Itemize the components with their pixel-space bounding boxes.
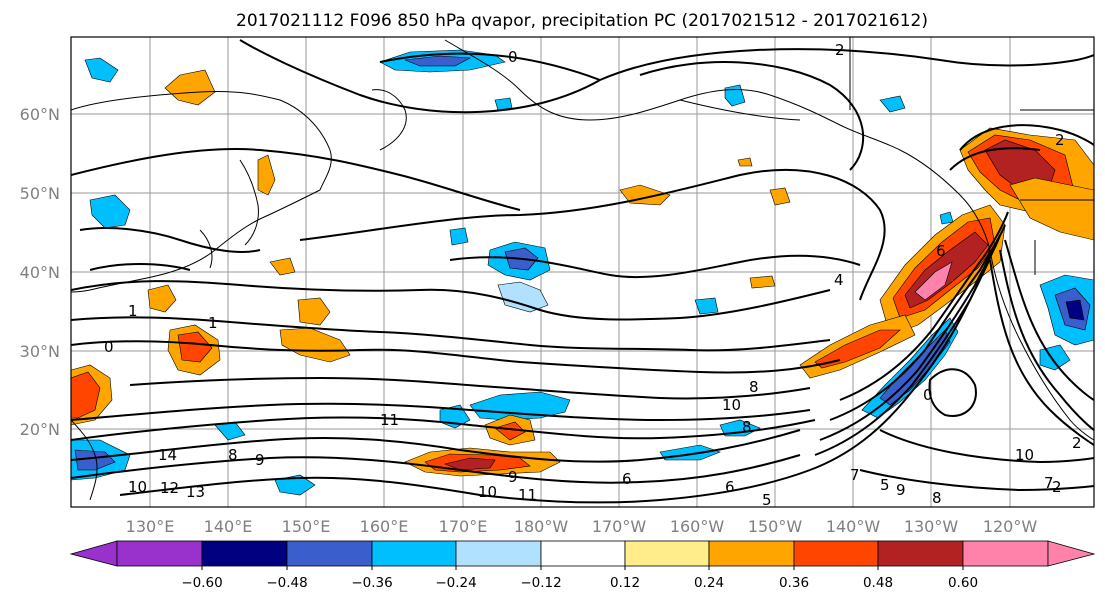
colorbar-tick-label: 0.60 <box>948 575 978 591</box>
contour-label: 11 <box>380 411 399 429</box>
coastlines <box>71 37 1094 501</box>
qvapor-contours <box>71 39 1094 504</box>
colorbar-segment <box>624 540 710 567</box>
colorbar-segment <box>962 540 1049 567</box>
colorbar-ticks <box>201 566 964 570</box>
contour-label: 8 <box>742 418 752 436</box>
contour-label: 5 <box>762 491 772 509</box>
contour-label: 8 <box>228 446 238 464</box>
lon-label: 170°W <box>592 517 647 536</box>
contour-label: 8 <box>749 378 759 396</box>
lon-label: 150°W <box>748 517 803 536</box>
contour-label: 2 <box>1072 434 1082 452</box>
colorbar-tick-label: −0.12 <box>520 575 561 591</box>
contour-label: 6 <box>622 470 632 488</box>
lat-label: 60°N <box>20 105 60 124</box>
contour-label: 10 <box>128 478 147 496</box>
lat-label: 40°N <box>20 263 60 282</box>
colorbar-tick-label: 0.48 <box>863 575 893 591</box>
map-frame <box>70 36 1095 508</box>
colorbar-segment <box>455 540 542 567</box>
contour-label: 10 <box>1015 446 1034 464</box>
contour-label: 13 <box>186 483 205 501</box>
colorbar-segment <box>116 540 203 567</box>
colorbar-segment <box>877 540 964 567</box>
contour-label: 4 <box>834 271 844 289</box>
lon-label: 150°E <box>282 517 331 536</box>
contour-label: 10 <box>722 396 741 414</box>
contour-label: 7 <box>1044 474 1054 492</box>
colorbar-segment <box>286 540 373 567</box>
lon-label: 180°W <box>514 517 569 536</box>
colorbar-segment <box>540 540 626 567</box>
colorbar-segment <box>201 540 288 567</box>
colorbar-tick-label: 0.12 <box>610 575 640 591</box>
contour-label: 14 <box>158 446 177 464</box>
colorbar-tick-label: 0.24 <box>694 575 724 591</box>
contour-label: 0 <box>508 48 518 66</box>
lon-label: 160°E <box>360 517 409 536</box>
lon-label: 140°E <box>204 517 253 536</box>
lon-label: 160°W <box>670 517 725 536</box>
lon-label: 130°W <box>904 517 959 536</box>
contour-label: 11 <box>518 486 537 504</box>
contour-label: 9 <box>896 481 906 499</box>
contour-label: 10 <box>478 483 497 501</box>
contour-label: 12 <box>160 479 179 497</box>
contour-label: 2 <box>835 41 845 59</box>
colorbar-tick-label: −0.24 <box>435 575 476 591</box>
contour-label: 1 <box>128 302 138 320</box>
contour-label: 0 <box>923 386 933 404</box>
colorbar-tick-label: −0.60 <box>181 575 222 591</box>
contour-label: 0 <box>104 338 114 356</box>
lon-label: 120°W <box>983 517 1038 536</box>
latitude-labels: 60°N 50°N 40°N 30°N 20°N <box>20 105 60 439</box>
colorbar-segment <box>793 540 879 567</box>
colorbar-tick-label: −0.36 <box>351 575 392 591</box>
contour-label: 6 <box>936 242 946 260</box>
map-panel: 0 2 2 1 1 0 0 4 6 8 10 11 10 12 13 14 8 … <box>70 36 1095 509</box>
lat-label: 30°N <box>20 342 60 361</box>
colorbar: −0.60 −0.48 −0.36 −0.24 −0.12 0.12 0.24 … <box>69 540 1096 591</box>
colorbar-extend-high <box>1047 540 1096 567</box>
contour-label: 8 <box>932 489 942 507</box>
longitude-labels: 130°E 140°E 150°E 160°E 170°E 180°W 170°… <box>126 517 1038 536</box>
contour-label: 9 <box>508 468 518 486</box>
colorbar-segment <box>708 540 795 567</box>
contour-labels: 0 2 2 1 1 0 0 4 6 8 10 11 10 12 13 14 8 … <box>104 41 1082 509</box>
contour-label: 5 <box>880 476 890 494</box>
lon-label: 140°W <box>826 517 881 536</box>
contour-label: 2 <box>1052 478 1062 496</box>
contour-label: 9 <box>255 451 265 469</box>
contour-label: 2 <box>1055 131 1065 149</box>
contour-label: 1 <box>208 314 218 332</box>
lat-label: 50°N <box>20 184 60 203</box>
lon-label: 130°E <box>126 517 175 536</box>
contour-label: 7 <box>850 466 860 484</box>
colorbar-segments <box>116 540 1049 567</box>
lat-label: 20°N <box>20 420 60 439</box>
colorbar-tick-label: 0.36 <box>779 575 809 591</box>
map-title: 2017021112 F096 850 hPa qvapor, precipit… <box>236 11 928 31</box>
colorbar-tick-label: −0.48 <box>266 575 307 591</box>
colorbar-segment <box>371 540 457 567</box>
colorbar-extend-low <box>69 540 118 567</box>
lon-label: 170°E <box>439 517 488 536</box>
contour-label: 6 <box>725 478 735 496</box>
